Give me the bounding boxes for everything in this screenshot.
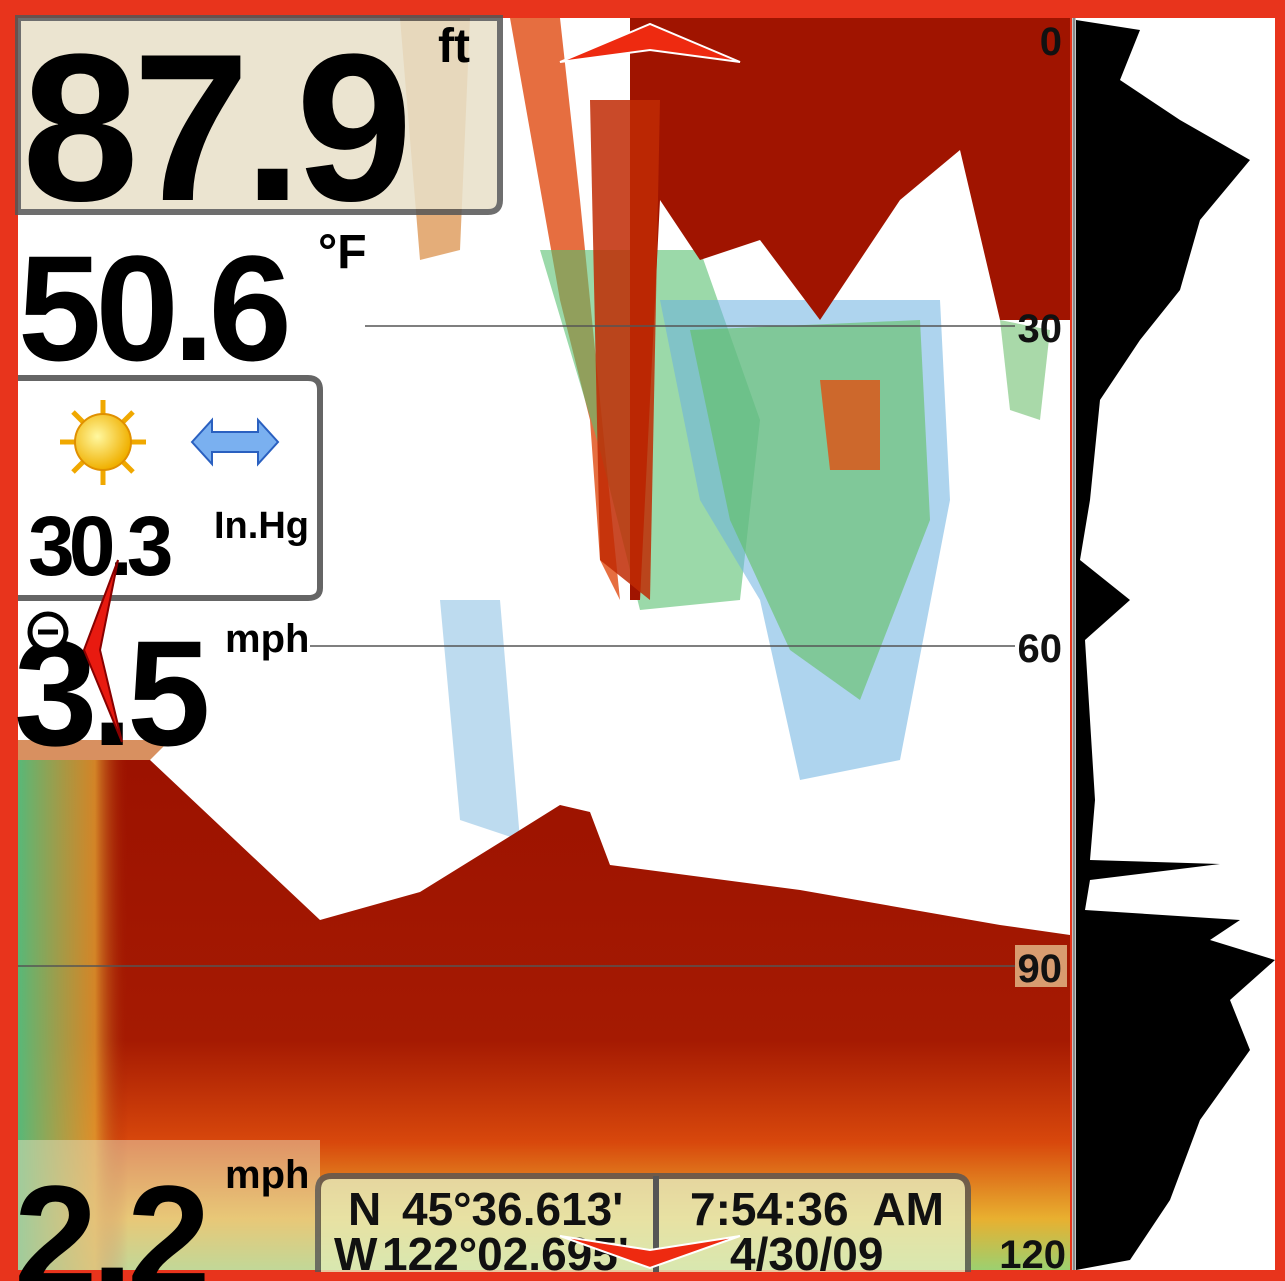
speed-lower-unit: mph — [225, 1153, 309, 1197]
depth-scale-label: 60 — [1018, 627, 1063, 671]
pressure-value: 30.3 — [28, 499, 171, 593]
sonar-returns — [400, 18, 1070, 840]
latitude: 45°36.613' — [402, 1183, 623, 1235]
scroll-up-chevron[interactable] — [559, 22, 741, 63]
info-box — [315, 1173, 971, 1272]
zoom-marker — [82, 559, 123, 743]
depth-lines — [18, 325, 1015, 967]
depth-box — [15, 15, 503, 215]
depth-scale-label: 90 — [1018, 947, 1063, 991]
ascope-trace — [1076, 20, 1275, 1270]
speed-lower-box — [18, 1140, 320, 1270]
lon-hemisphere: W — [334, 1228, 378, 1280]
date: 4/30/09 — [730, 1228, 883, 1280]
depth-scale-label: 0 — [1040, 20, 1062, 64]
zoom-icon — [27, 611, 83, 671]
pressure-unit: In.Hg — [214, 505, 309, 547]
scroll-down-chevron[interactable] — [559, 1235, 741, 1270]
temp-value: 50.6 — [18, 224, 287, 392]
bottom-edge — [18, 740, 170, 760]
speed-upper-unit: mph — [225, 617, 309, 661]
depth-scale-label: 120 — [999, 1233, 1066, 1277]
depth-scale-label: 30 — [1018, 307, 1063, 351]
longitude: 122°02.695' — [382, 1228, 629, 1280]
lat-hemisphere: N — [348, 1183, 381, 1235]
depth-value: 87.9 — [22, 10, 407, 245]
time: 7:54:36 AM — [690, 1183, 944, 1235]
speed-lower-value: 2.2 — [14, 1154, 205, 1281]
temp-unit: °F — [318, 226, 367, 279]
pressure-trend-icon — [190, 417, 280, 467]
scale-bg — [1015, 945, 1067, 987]
depth-unit: ft — [438, 20, 470, 73]
sun-icon — [60, 400, 146, 485]
